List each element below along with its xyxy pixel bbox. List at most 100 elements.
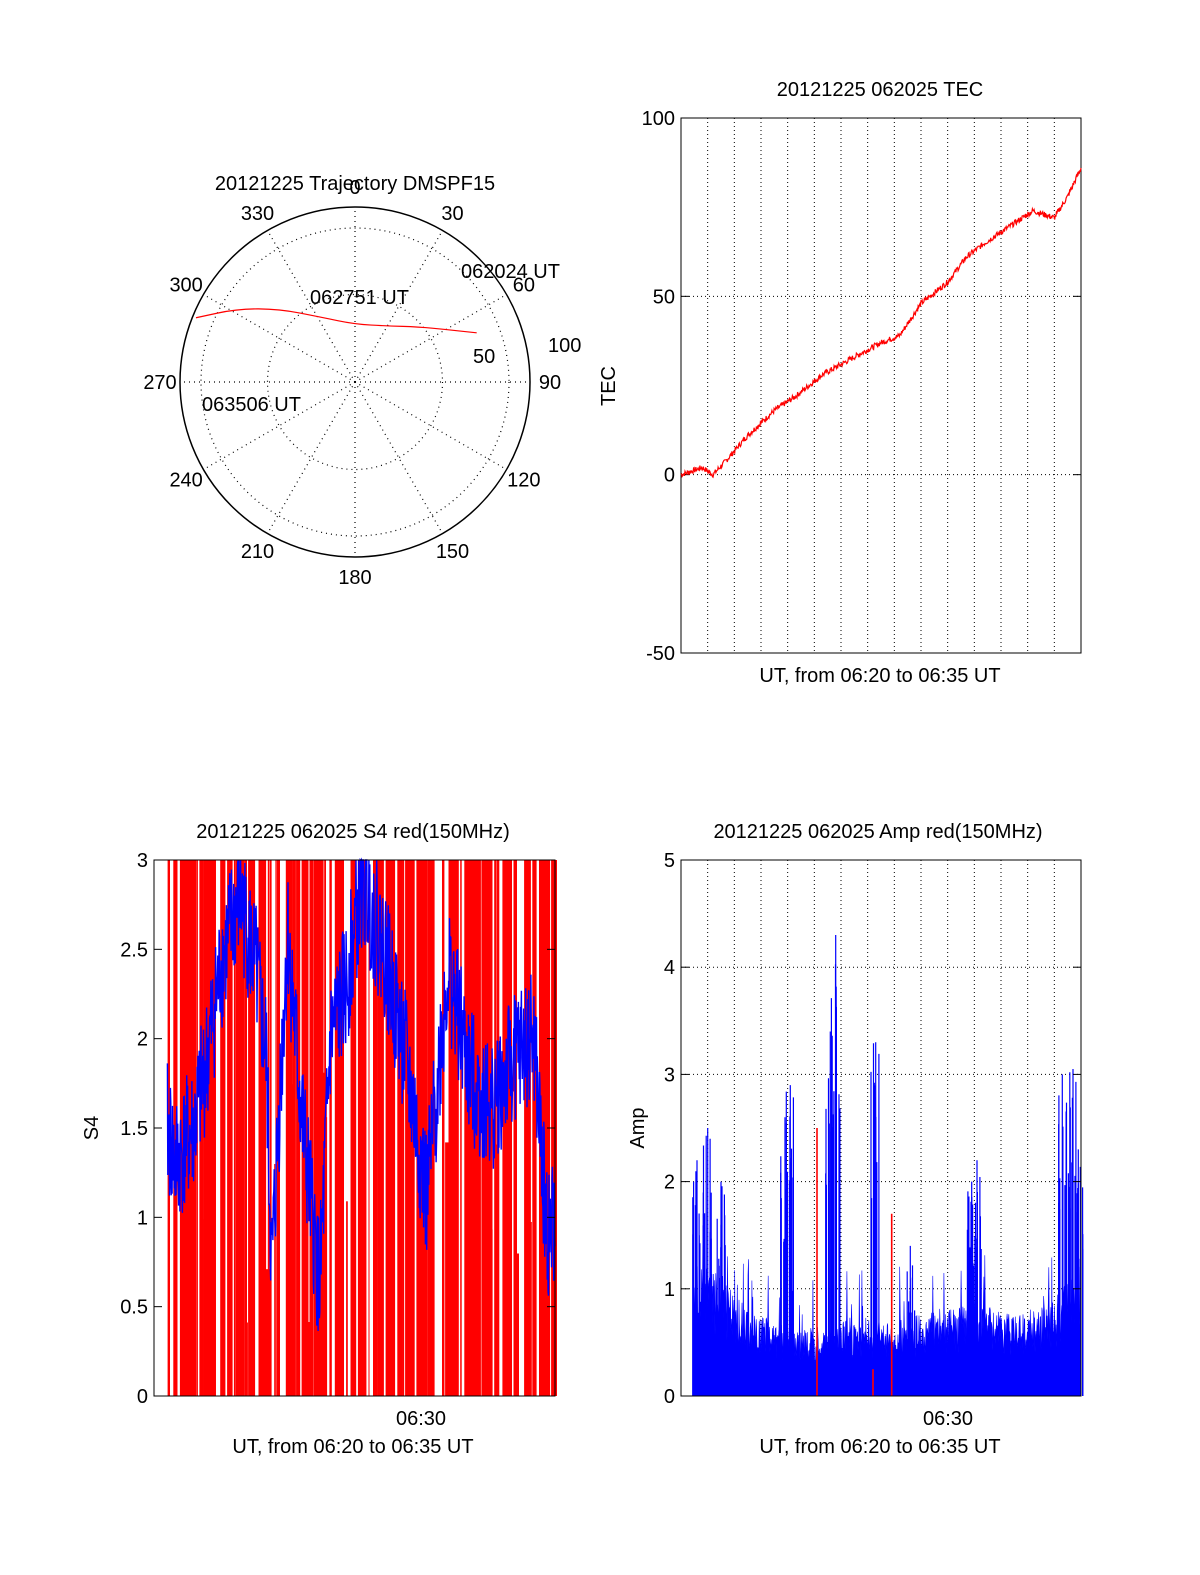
polar-ring (200, 227, 510, 537)
s4-red-bar (248, 860, 251, 1396)
s4-red-bar (203, 1142, 207, 1396)
s4-red-bar (381, 860, 384, 1396)
s4-red-bar (220, 860, 225, 1396)
polar-grid (180, 207, 530, 557)
s4-red-bar (515, 860, 517, 1396)
s4-xtick-label: 06:30 (396, 1408, 446, 1430)
s4-red-bar (350, 860, 353, 1396)
s4-title: 20121225 062025 S4 red(150MHz) (196, 821, 510, 843)
s4-y-ticks: 0 0.5 1 1.5 2 2.5 3 (120, 850, 555, 1408)
s4-red-bar (292, 1084, 294, 1396)
s4-red-bar (428, 860, 433, 1396)
s4-red-bar (244, 860, 247, 1396)
s4-red-bar (224, 860, 226, 1396)
s4-red-bar (377, 860, 379, 1396)
s4-red-bar (250, 860, 254, 1396)
s4-red-bar (233, 860, 236, 1396)
s4-red-bar (179, 860, 184, 1396)
s4-red-bar (252, 860, 256, 1396)
s4-red-bar (406, 860, 409, 1396)
amp-ylabel: Amp (627, 1107, 649, 1148)
s4-red-bar (416, 860, 420, 1396)
polar-azimuth-label: 300 (169, 275, 202, 297)
tec-y-ticks: -50 0 50 100 (642, 108, 1081, 665)
s4-red-bar (323, 1072, 327, 1396)
s4-red-bar (373, 860, 376, 1396)
amp-blue-band (694, 1219, 1082, 1397)
s4-red-bar (516, 1253, 519, 1396)
s4-red-bar (385, 860, 391, 1396)
tec-ylabel: TEC (598, 366, 620, 406)
polar-azimuth-label: 270 (143, 372, 176, 394)
s4-red-bar (293, 860, 296, 1396)
s4-xlabel: UT, from 06:20 to 06:35 UT (232, 1436, 473, 1458)
s4-red-bar (442, 860, 445, 1396)
s4-red-bar (455, 860, 458, 1396)
y-tick-label: 3 (137, 850, 148, 872)
s4-red-bar (418, 860, 420, 1396)
polar-outer-circle (179, 206, 531, 558)
s4-red-bar (450, 860, 454, 1396)
s4-red-bar (305, 860, 308, 1396)
tec-series-line (680, 167, 1082, 479)
polar-azimuth-label: 210 (241, 541, 274, 563)
polar-spoke (354, 230, 444, 383)
s4-panel: 20121225 062025 S4 red(150MHz) 0 0.5 1 1.5 2… (81, 821, 557, 1458)
amp-red-spikes (816, 1128, 893, 1396)
s4-red-bar (419, 860, 424, 1396)
y-tick-label: -50 (646, 643, 675, 665)
polar-ring (266, 293, 444, 471)
s4-red-bar (363, 860, 367, 1396)
amp-y-ticks: 0 1 2 3 4 5 (664, 850, 1081, 1408)
polar-spoke (203, 381, 356, 471)
polar-azimuth-label: 180 (338, 567, 371, 589)
polar-spoke (266, 230, 356, 383)
s4-red-bar (339, 860, 341, 1396)
s4-red-bar (445, 1142, 449, 1396)
s4-red-bar (192, 1299, 195, 1396)
amp-grid (681, 860, 1081, 1396)
s4-red-bar (313, 860, 318, 1396)
tec-panel: 20121225 062025 TEC -50 0 50 100 TEC UT, fr… (598, 79, 1082, 687)
polar-azimuth-label: 60 (513, 275, 535, 297)
trajectory-title: 20121225 Trajectory DMSPF15 (215, 173, 495, 195)
amp-frame (680, 859, 1082, 1397)
tec-grid (681, 118, 1081, 653)
polar-azimuth-label: 330 (241, 203, 274, 225)
trajectory-panel: 20121225 Trajectory DMSPF15 0 30 60 90 120 15… (143, 173, 581, 589)
y-tick-label: 50 (653, 286, 675, 308)
amp-blue-bars (692, 935, 1084, 1397)
s4-red-bar (206, 860, 209, 1396)
s4-red-bar (352, 860, 355, 1396)
polar-azimuth-labels: 0 30 60 90 120 150 180 210 240 270 300 330 (143, 177, 561, 589)
s4-red-bar (487, 860, 489, 1396)
s4-red-bar (287, 860, 291, 1396)
polar-azimuth-label: 240 (169, 470, 202, 492)
s4-red-bar (527, 860, 531, 1396)
s4-red-bar (237, 860, 241, 1396)
s4-red-bar (229, 860, 233, 1396)
polar-azimuth-label: 90 (539, 372, 561, 394)
s4-red-bar (503, 860, 507, 1396)
amp-xlabel: UT, from 06:20 to 06:35 UT (759, 1436, 1000, 1458)
s4-red-bar (311, 860, 314, 1396)
s4-red-bar (334, 860, 340, 1396)
s4-red-bar (263, 860, 267, 1396)
polar-spoke (354, 293, 507, 383)
tec-title: 20121225 062025 TEC (777, 79, 983, 101)
y-tick-label: 1 (137, 1207, 148, 1229)
s4-red-bar (398, 860, 403, 1396)
s4-red-bar (340, 860, 344, 1396)
polar-radial-label-100: 100 (548, 335, 581, 357)
s4-red-bar (173, 860, 178, 1396)
y-tick-label: 4 (664, 957, 675, 979)
s4-red-bar (453, 860, 455, 1396)
amp-xtick-label: 06:30 (923, 1408, 973, 1430)
s4-red-bar (227, 860, 232, 1396)
s4-red-bar (424, 860, 427, 1396)
s4-red-bar (235, 860, 238, 1396)
tec-xlabel: UT, from 06:20 to 06:35 UT (759, 665, 1000, 687)
s4-red-bar (464, 860, 469, 1396)
trajectory-annotation-start: 062024 UT (461, 261, 560, 283)
